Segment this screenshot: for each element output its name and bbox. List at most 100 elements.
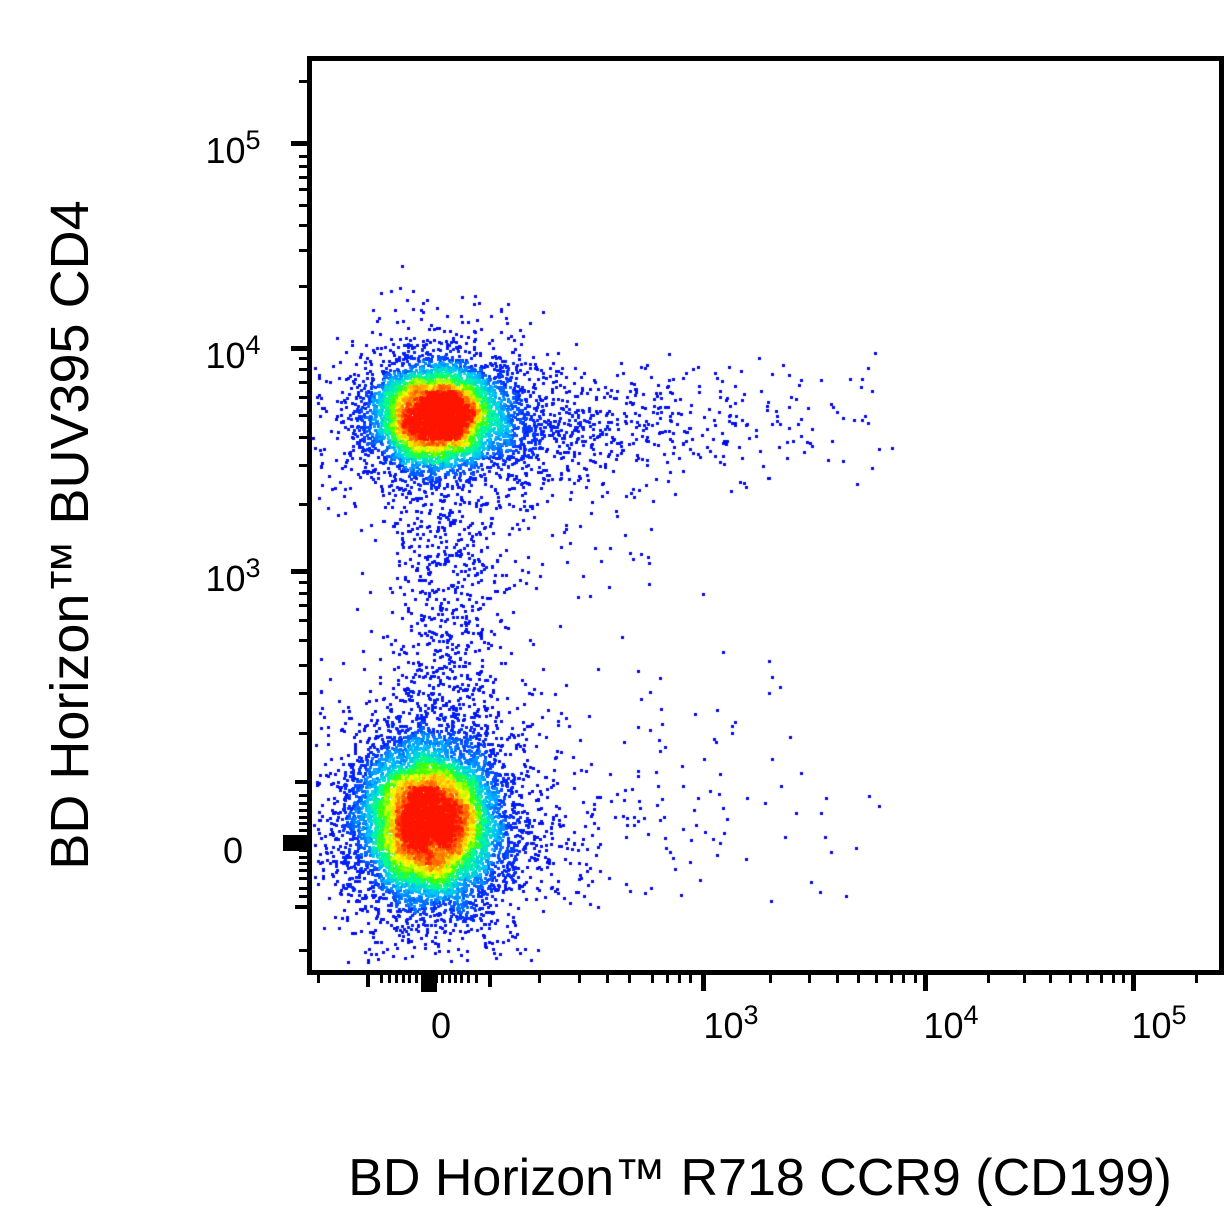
x-tick-label: 104 <box>923 1002 978 1046</box>
x-tick-label: 103 <box>703 1002 758 1046</box>
x-axis-tick-minor <box>889 975 893 983</box>
x-tick-label: 0 <box>431 1008 451 1044</box>
x-axis-tick-minor <box>1068 975 1072 983</box>
y-axis-tick-minor <box>299 413 307 417</box>
tick-label-exponent: 5 <box>245 125 261 155</box>
x-axis-tick-minor <box>807 975 811 983</box>
x-axis-tick-minor <box>1022 975 1026 983</box>
y-axis-tick-minor <box>299 828 307 832</box>
x-axis-tick-minor <box>407 975 411 983</box>
y-axis-tick-minor <box>299 367 307 371</box>
y-axis-tick-minor <box>299 203 307 207</box>
y-axis-tick-minor <box>299 731 307 735</box>
y-axis-tick-minor <box>299 663 307 667</box>
y-axis-tick-minor <box>299 638 307 642</box>
y-axis-tick-minor <box>299 356 307 360</box>
y-axis-tick-minor <box>299 834 307 838</box>
x-axis-tick-minor <box>1194 975 1198 983</box>
y-axis-tick-mid <box>295 780 307 784</box>
x-axis-tick-minor <box>459 975 463 983</box>
tick-label-base: 10 <box>923 1005 964 1046</box>
y-axis-tick-minor <box>299 808 307 812</box>
tick-label-base: 0 <box>222 830 244 871</box>
x-axis-tick-minor <box>1048 975 1052 983</box>
x-axis-tick-minor <box>434 975 438 983</box>
y-axis-tick-minor <box>299 591 307 595</box>
y-tick-label: 105 <box>205 127 260 171</box>
x-axis-tick-minor <box>577 975 581 983</box>
y-axis-tick-minor <box>299 463 307 467</box>
y-axis-tick-minor <box>299 580 307 584</box>
x-axis-tick-minor <box>856 975 860 983</box>
y-axis-tick-minor <box>299 876 307 880</box>
y-axis-tick-minor <box>299 861 307 865</box>
x-axis-tick-minor <box>688 975 692 983</box>
x-axis-tick-minor <box>1099 975 1103 983</box>
x-axis-tick-minor <box>466 975 470 983</box>
tick-label-exponent: 3 <box>743 1000 759 1030</box>
scatter-canvas <box>312 61 1219 970</box>
x-tick-label: 105 <box>1131 1002 1186 1046</box>
x-axis-tick-minor <box>420 975 424 983</box>
y-axis-tick-minor <box>299 793 307 797</box>
x-axis-tick-zero <box>421 975 437 992</box>
x-axis-tick-minor <box>1111 975 1115 983</box>
x-axis-tick-mid <box>488 975 492 987</box>
x-axis-tick-minor <box>414 975 418 983</box>
x-axis-tick-minor <box>901 975 905 983</box>
y-axis-tick-minor <box>299 848 307 852</box>
y-axis-tick-zero <box>283 835 307 851</box>
x-axis-tick-minor <box>537 975 541 983</box>
tick-label-exponent: 3 <box>245 553 261 583</box>
y-axis-tick-minor <box>299 868 307 872</box>
x-axis-tick-major <box>1130 975 1136 991</box>
y-axis-tick-minor <box>299 815 307 819</box>
x-axis-tick-minor <box>474 975 478 983</box>
x-axis-tick-minor <box>387 975 391 983</box>
tick-label-exponent: 4 <box>963 1000 979 1030</box>
tick-label-base: 10 <box>205 335 246 376</box>
x-axis-tick-minor <box>440 975 444 983</box>
y-axis-tick-minor <box>299 435 307 439</box>
y-axis-tick-minor <box>299 154 307 158</box>
y-axis-tick-major <box>291 140 307 146</box>
x-axis-tick-minor <box>1121 975 1125 983</box>
y-axis-tick-minor <box>299 284 307 288</box>
tick-label-exponent: 4 <box>245 330 261 360</box>
x-axis-tick-minor <box>379 975 383 983</box>
y-axis-tick-minor <box>299 248 307 252</box>
tick-label-base: 10 <box>205 558 246 599</box>
x-axis-tick-minor <box>677 975 681 983</box>
x-axis-tick-minor <box>768 975 772 983</box>
x-axis-tick-minor <box>913 975 917 983</box>
y-axis-tick-minor <box>299 691 307 695</box>
x-axis-tick-minor <box>401 975 405 983</box>
x-axis-tick-minor <box>627 975 631 983</box>
x-axis-tick-major <box>700 975 706 991</box>
x-axis-tick-minor <box>453 975 457 983</box>
x-axis-tick-minor <box>835 975 839 983</box>
x-axis-tick-major <box>922 975 928 991</box>
x-axis-tick-minor <box>650 975 654 983</box>
y-axis-tick-minor <box>299 164 307 168</box>
tick-label-base: 10 <box>703 1005 744 1046</box>
x-axis-tick-minor <box>605 975 609 983</box>
x-axis-tick-minor <box>665 975 669 983</box>
y-axis-tick-minor <box>299 380 307 384</box>
y-axis-tick-minor <box>299 175 307 179</box>
y-axis-tick-major <box>291 568 307 574</box>
y-tick-label: 0 <box>223 833 243 869</box>
y-tick-label: 103 <box>205 555 260 599</box>
y-axis-tick-minor <box>299 395 307 399</box>
x-axis-tick-minor <box>394 975 398 983</box>
y-tick-label: 104 <box>205 332 260 376</box>
tick-label-base: 10 <box>1131 1005 1172 1046</box>
x-axis-tick-mid <box>366 975 370 987</box>
x-axis-tick-minor <box>316 975 320 983</box>
y-axis-tick-minor <box>299 855 307 859</box>
y-axis-tick-minor <box>299 502 307 506</box>
y-axis-tick-major <box>291 345 307 351</box>
tick-label-exponent: 5 <box>1171 1000 1187 1030</box>
tick-label-base: 10 <box>205 130 246 171</box>
y-axis-tick-minor <box>299 79 307 83</box>
